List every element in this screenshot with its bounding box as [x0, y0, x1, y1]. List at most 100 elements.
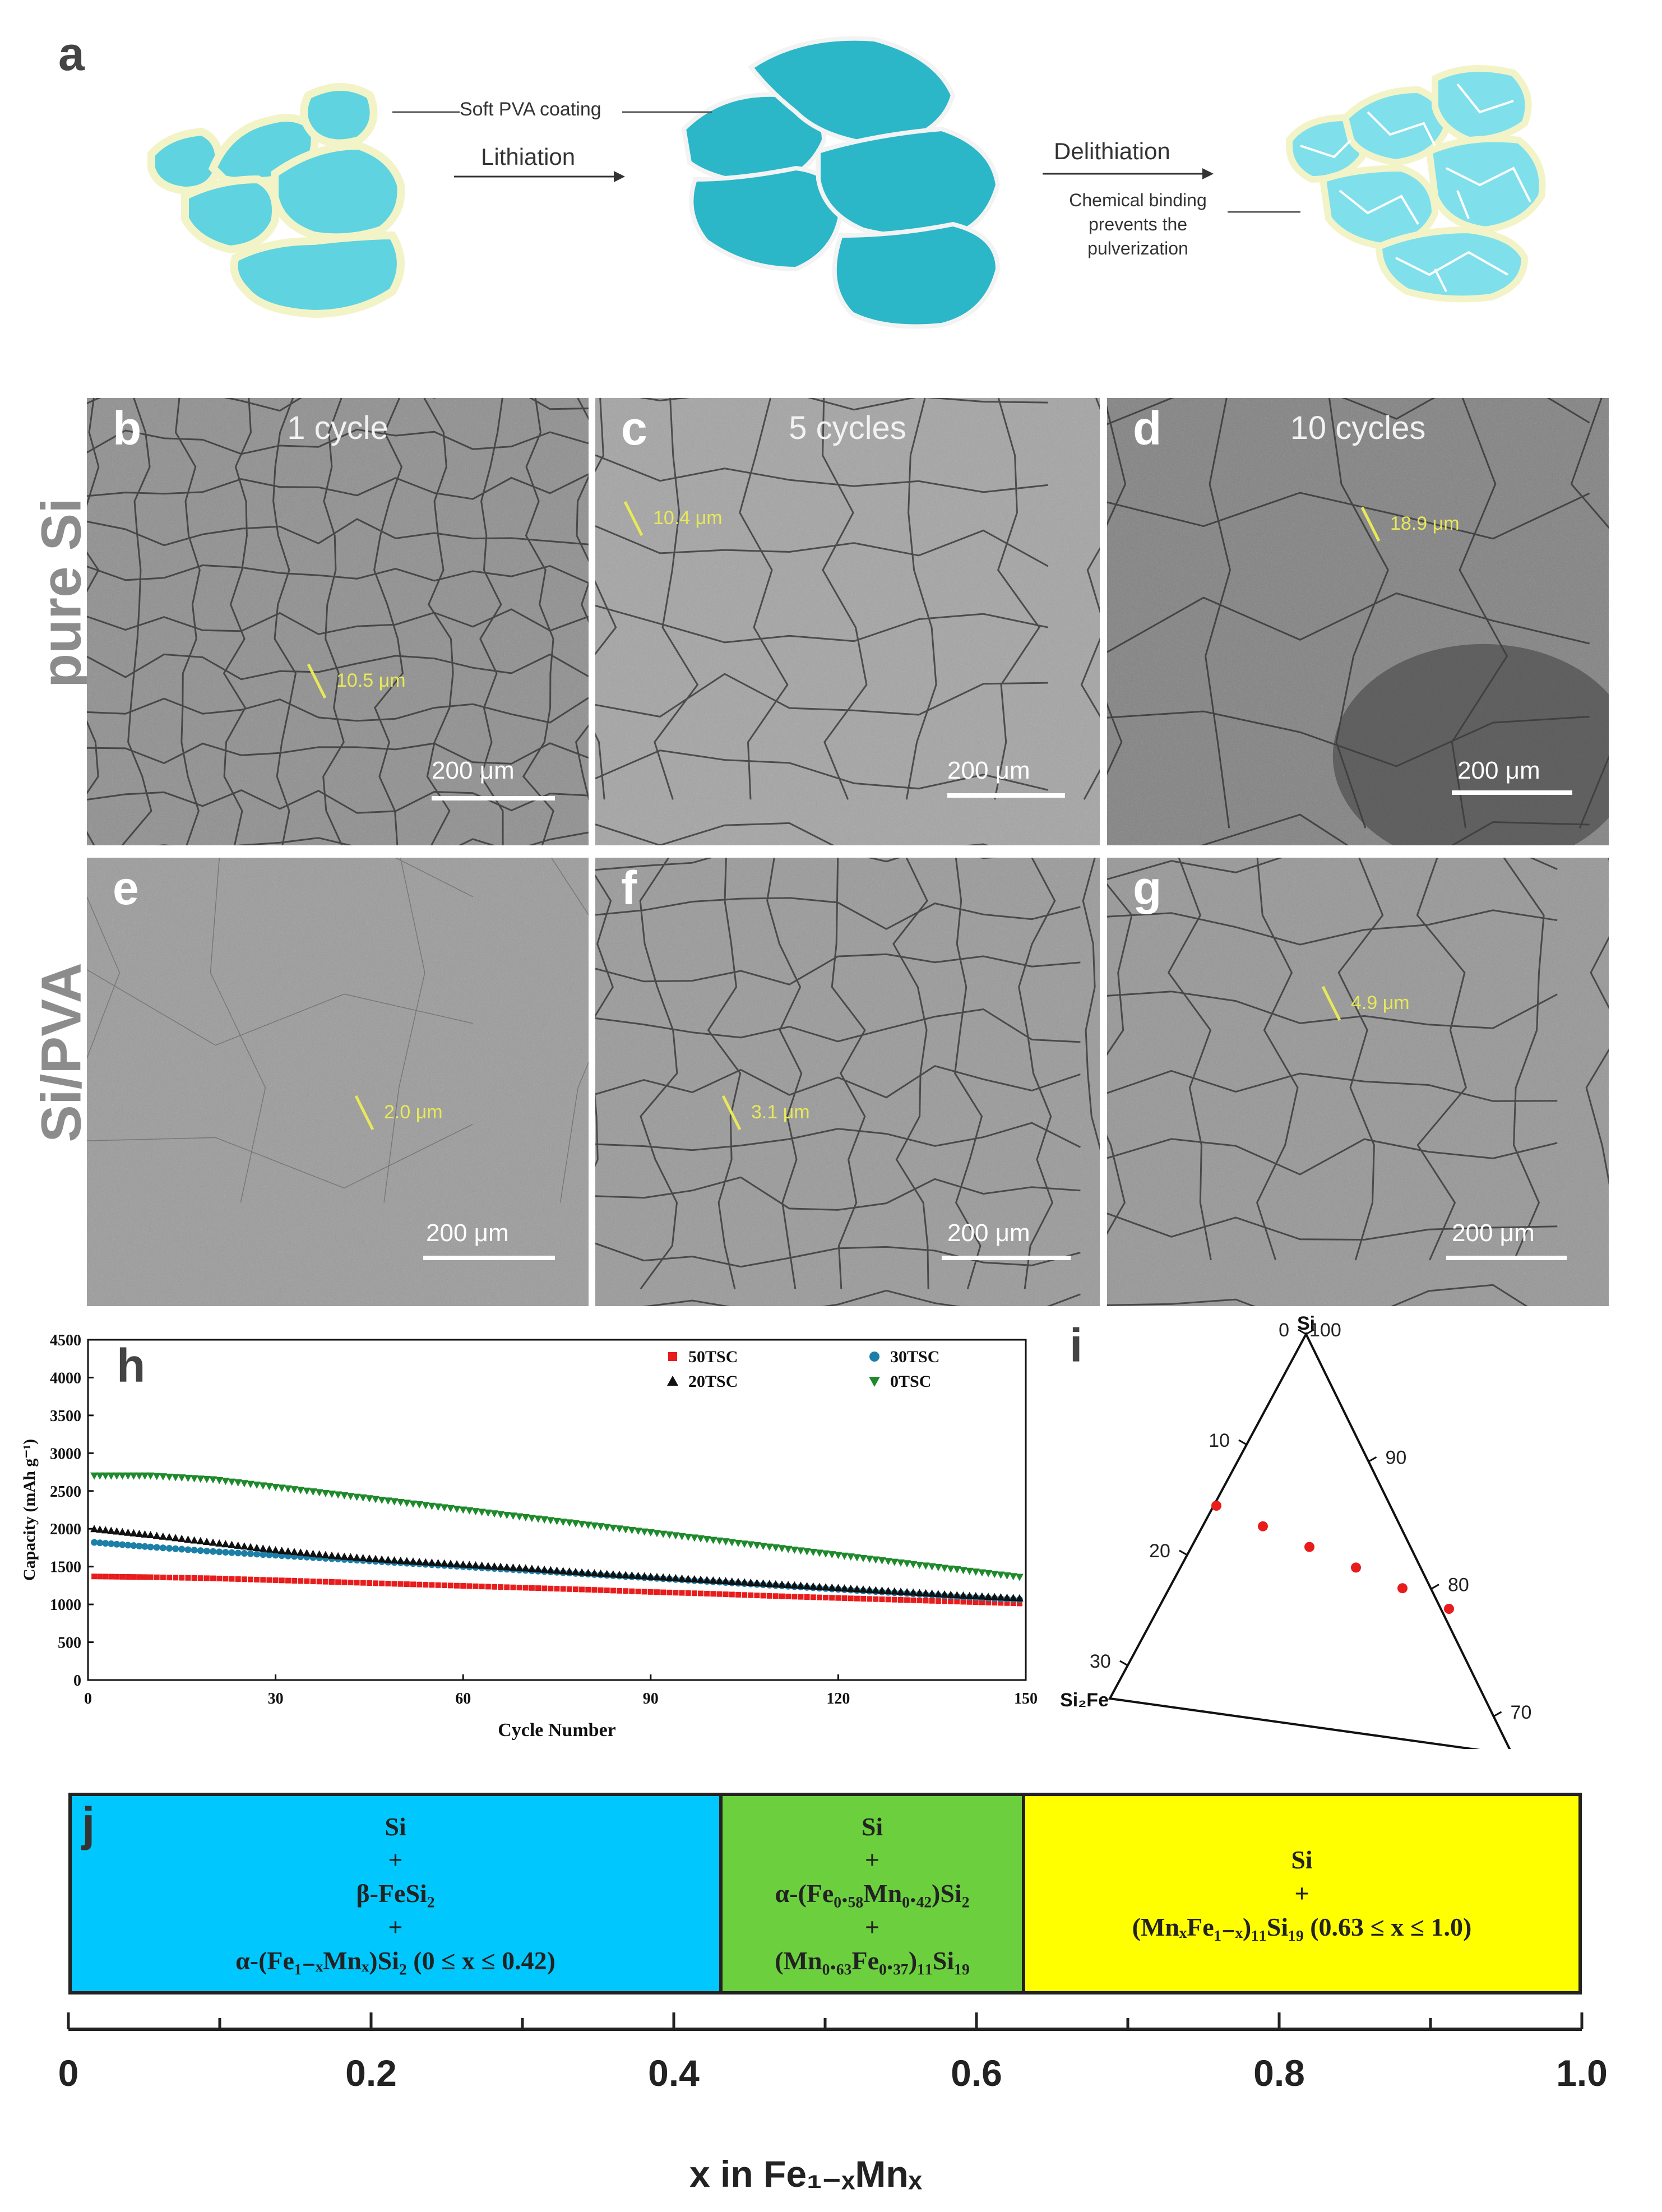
point-0TSC	[1015, 1574, 1024, 1581]
point-30TSC	[136, 1542, 143, 1549]
point-0TSC	[797, 1547, 805, 1555]
point-30TSC	[153, 1544, 160, 1551]
point-50TSC	[119, 1574, 126, 1580]
sem-panel-d: d 10 cycles	[1107, 398, 1609, 845]
point-20TSC	[615, 1570, 624, 1578]
point-50TSC	[166, 1575, 172, 1581]
point-50TSC	[316, 1579, 322, 1585]
point-20TSC	[909, 1588, 918, 1596]
sem-cycle-label-b: 1 cycle	[287, 410, 388, 446]
point-50TSC	[348, 1579, 354, 1585]
point-50TSC	[729, 1591, 735, 1598]
point-0TSC	[928, 1563, 936, 1571]
point-0TSC	[971, 1568, 980, 1576]
point-0TSC	[740, 1540, 749, 1548]
point-0TSC	[765, 1543, 774, 1551]
point-50TSC	[779, 1593, 785, 1599]
point-0TSC	[152, 1473, 161, 1480]
sem-texture-c	[595, 398, 1100, 845]
coating-label: Soft PVA coating	[460, 99, 601, 120]
point-50TSC	[841, 1595, 848, 1601]
point-50TSC	[598, 1587, 604, 1593]
point-0TSC	[646, 1529, 655, 1537]
point-20TSC	[941, 1590, 949, 1598]
delithiation-label: Delithiation	[1054, 138, 1170, 164]
point-20TSC	[209, 1538, 217, 1546]
point-20TSC	[303, 1549, 311, 1557]
point-20TSC	[221, 1540, 230, 1548]
point-20TSC	[178, 1534, 186, 1542]
point-0TSC	[303, 1487, 311, 1495]
point-50TSC	[666, 1589, 673, 1595]
point-0TSC	[896, 1559, 905, 1567]
measurement-arrow-d	[1360, 506, 1381, 542]
point-50TSC	[391, 1581, 397, 1587]
point-0TSC	[834, 1552, 842, 1559]
point-50TSC	[998, 1600, 1004, 1606]
point-20TSC	[129, 1529, 138, 1537]
scale-bar-d	[1452, 790, 1572, 795]
sem-letter-e: e	[113, 862, 139, 914]
point-30TSC	[240, 1550, 248, 1557]
point-20TSC	[259, 1544, 267, 1552]
point-0TSC	[118, 1472, 127, 1480]
point-30TSC	[266, 1551, 273, 1558]
phase-line: (MnₓFe₁₋ₓ)₁₁Si₁₉ (0.63 ≤ x ≤ 1.0)	[1132, 1912, 1472, 1941]
point-50TSC	[254, 1576, 260, 1582]
measurement-d: 18.9 μm	[1390, 513, 1460, 534]
scale-bar-e	[423, 1256, 555, 1260]
point-50TSC	[572, 1586, 578, 1593]
point-50TSC	[854, 1595, 860, 1602]
measurement-arrow-e	[354, 1095, 374, 1131]
scale-bar-f	[942, 1256, 1071, 1260]
point-50TSC	[223, 1576, 229, 1582]
scale-label-e: 200 μm	[426, 1219, 509, 1247]
point-50TSC	[929, 1598, 935, 1604]
point-0TSC	[90, 1472, 99, 1480]
point-50TSC	[429, 1582, 435, 1588]
point-0TSC	[259, 1482, 267, 1490]
point-50TSC	[522, 1585, 529, 1591]
point-0TSC	[534, 1515, 543, 1523]
right-tick-label: 90	[1386, 1447, 1407, 1468]
point-50TSC	[979, 1599, 985, 1605]
point-20TSC	[240, 1542, 248, 1550]
point-30TSC	[253, 1551, 261, 1558]
point-50TSC	[354, 1580, 360, 1586]
point-50TSC	[754, 1593, 760, 1599]
point-0TSC	[872, 1556, 880, 1564]
point-20TSC	[890, 1587, 899, 1595]
point-0TSC	[277, 1484, 286, 1492]
point-0TSC	[703, 1536, 711, 1544]
point-50TSC	[654, 1589, 660, 1595]
point-0TSC	[590, 1522, 599, 1530]
point-30TSC	[141, 1543, 149, 1550]
point-50TSC	[960, 1599, 966, 1605]
point-20TSC	[196, 1537, 205, 1544]
point-50TSC	[535, 1585, 541, 1591]
point-0TSC	[465, 1507, 474, 1515]
ternary-diagram: SiSi₂FeSi₁₉Mn₁₁0102030100908070	[1060, 1313, 1531, 1749]
binding-line-2: prevents the	[1088, 214, 1188, 235]
point-30TSC	[96, 1539, 104, 1547]
phase-line: α-(Fe₀.₅₈Mn₀.₄₂)Si₂	[775, 1879, 970, 1908]
point-0TSC	[790, 1546, 799, 1554]
point-30TSC	[278, 1552, 285, 1559]
point-0TSC	[909, 1561, 918, 1568]
vertex-label-si2fe: Si₂Fe	[1060, 1690, 1109, 1711]
point-20TSC	[346, 1553, 355, 1561]
point-0TSC	[107, 1472, 115, 1480]
point-0TSC	[640, 1528, 649, 1536]
point-50TSC	[966, 1599, 973, 1605]
point-20TSC	[253, 1543, 261, 1551]
point-50TSC	[114, 1574, 120, 1580]
point-0TSC	[697, 1535, 705, 1543]
legend-label-20TSC: 20TSC	[688, 1372, 738, 1391]
ternary-point	[1444, 1604, 1454, 1614]
point-0TSC	[584, 1521, 592, 1529]
y-axis-label: Capacity (mAh g⁻¹)	[20, 1439, 39, 1581]
ternary-point	[1351, 1562, 1361, 1573]
point-0TSC	[384, 1497, 392, 1505]
point-50TSC	[203, 1575, 210, 1581]
point-20TSC	[440, 1559, 448, 1567]
